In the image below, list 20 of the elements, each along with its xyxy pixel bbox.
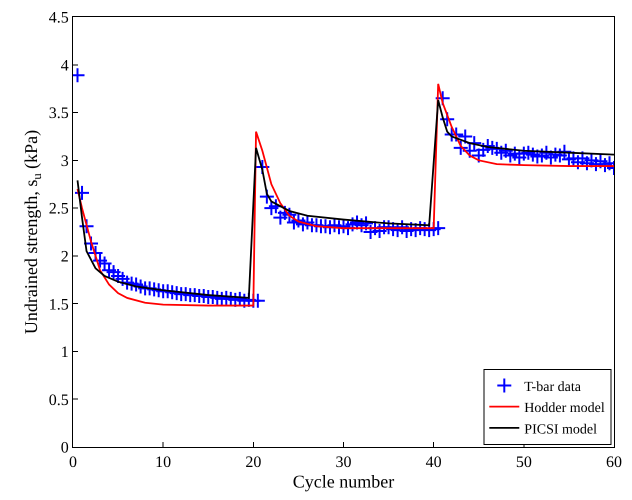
x-tick-label: 50 (516, 454, 532, 472)
y-tick-label: 2.5 (48, 200, 69, 218)
y-tick-label: 0 (60, 440, 69, 457)
x-tick-label: 20 (245, 454, 262, 472)
y-tick-label: 3 (60, 152, 69, 170)
x-tick-label: 60 (606, 454, 622, 472)
y-tick-label: 4.5 (48, 10, 69, 27)
x-tick-label: 30 (336, 454, 352, 472)
y-tick-label: 3.5 (48, 105, 69, 122)
y-tick-label: 4 (60, 57, 69, 74)
y-tick-label: 2 (60, 248, 69, 266)
x-axis-title: Cycle number (292, 471, 394, 492)
legend-label: PICSI model (524, 422, 598, 438)
x-tick-label: 10 (155, 454, 172, 472)
x-tick-label: 40 (426, 454, 442, 472)
y-tick-label: 1 (60, 344, 69, 362)
legend-label: T-bar data (524, 380, 582, 395)
y-tick-label: 0.5 (48, 392, 69, 409)
y-tick-label: 1.5 (48, 296, 69, 314)
legend-label: Hodder model (524, 401, 605, 416)
